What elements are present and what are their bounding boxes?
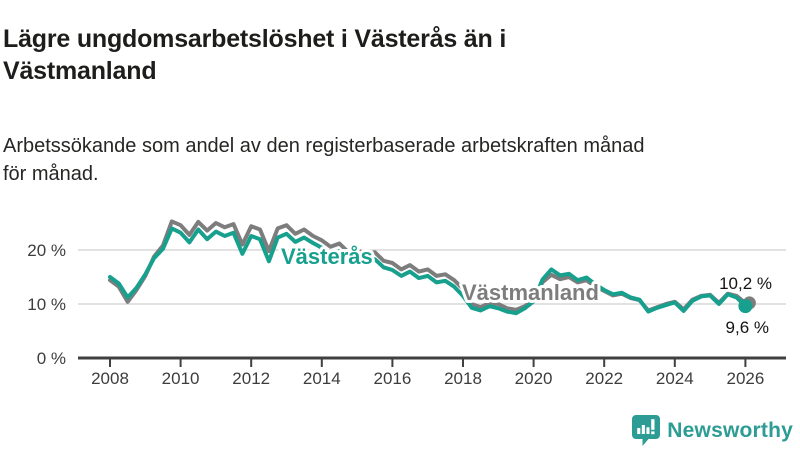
page-title-line2: Västmanland <box>3 56 157 85</box>
end-dot-v-ster-s <box>738 299 753 314</box>
x-tick-label-2016: 2016 <box>373 369 411 388</box>
page-title: Lägre ungdomsarbetslöshet i Västerås än … <box>3 23 663 87</box>
chart-subtitle-line2: för månad. <box>3 163 99 186</box>
series-label-v-ster-s: Västerås <box>281 244 373 269</box>
x-tick-label-2008: 2008 <box>91 369 129 388</box>
y-tick-label-10: 10 % <box>27 295 66 314</box>
x-tick-label-2012: 2012 <box>232 369 270 388</box>
x-tick-label-2026: 2026 <box>726 369 764 388</box>
x-tick-label-2010: 2010 <box>162 369 200 388</box>
series-line-v-ster-s <box>108 226 748 316</box>
y-tick-label-0: 0 % <box>37 349 66 368</box>
x-tick-label-2018: 2018 <box>444 369 482 388</box>
newsworthy-logo[interactable]: Newsworthy <box>632 415 793 446</box>
y-tick-label-20: 20 % <box>27 241 66 260</box>
bar-chart-speech-bubble-icon <box>632 415 661 446</box>
end-value-label-v-stmanland: 10,2 % <box>719 274 772 293</box>
x-tick-label-2020: 2020 <box>515 369 553 388</box>
x-tick-label-2014: 2014 <box>303 369 341 388</box>
newsworthy-wordmark: Newsworthy <box>667 418 793 442</box>
end-value-label-v-ster-s: 9,6 % <box>726 318 769 337</box>
x-tick-label-2022: 2022 <box>585 369 623 388</box>
x-tick-label-2024: 2024 <box>656 369 694 388</box>
chart-subtitle: Arbetssökande som andel av den registerb… <box>3 132 793 189</box>
page-title-line1: Lägre ungdomsarbetslöshet i Västerås än … <box>3 24 507 53</box>
series-label-v-stmanland: Västmanland <box>462 280 599 305</box>
chart-subtitle-line1: Arbetssökande som andel av den registerb… <box>3 135 645 157</box>
